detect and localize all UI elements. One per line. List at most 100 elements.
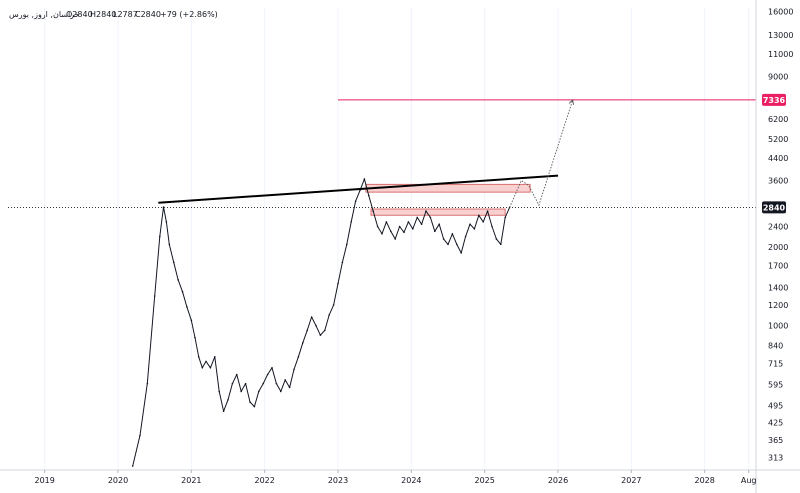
time-tick-label: 2023 <box>328 476 348 485</box>
open-value: O2840 <box>66 10 93 19</box>
price-point <box>244 382 247 385</box>
price-point <box>162 206 165 208</box>
price-point <box>398 225 401 228</box>
price-point <box>253 405 256 408</box>
price-tick-label: 425 <box>768 419 783 428</box>
price-point <box>491 225 493 228</box>
projection-arrowhead <box>568 98 574 105</box>
resistance-zones <box>365 183 531 216</box>
price-point <box>350 221 353 223</box>
price-point <box>222 410 225 413</box>
time-tick-label: 2021 <box>181 476 201 485</box>
price-point <box>280 390 282 393</box>
price-point <box>425 210 427 212</box>
price-point <box>205 360 207 363</box>
price-point <box>240 390 242 393</box>
price-point <box>153 295 156 297</box>
price-tick-label: 595 <box>768 381 783 390</box>
time-tick-label: 2026 <box>548 476 568 485</box>
price-tick-label: 4400 <box>768 154 788 163</box>
price-point <box>429 216 432 219</box>
time-axis[interactable]: 2019 2020 2021 2022 2023 2024 2025 2026 2027 2028… <box>0 469 800 485</box>
price-point <box>407 221 410 223</box>
price-series <box>131 178 511 467</box>
price-point <box>159 235 161 238</box>
price-point <box>271 366 273 369</box>
price-point <box>319 334 322 336</box>
price-point <box>146 382 149 385</box>
price-point <box>190 319 193 321</box>
price-point <box>197 356 200 358</box>
time-tick-label: 2019 <box>34 476 54 485</box>
price-point <box>177 278 179 281</box>
grid <box>44 8 750 470</box>
price-point <box>139 434 141 437</box>
price-point <box>486 210 489 212</box>
price-point <box>390 230 392 233</box>
time-tick-label: 2024 <box>401 476 421 485</box>
price-point <box>181 290 184 293</box>
price-point <box>504 216 507 219</box>
price-point <box>434 230 436 233</box>
time-tick-label: Aug <box>741 476 757 485</box>
resistance-zone <box>370 208 506 216</box>
price-tick-label: 1000 <box>768 322 788 331</box>
price-point <box>456 243 458 246</box>
price-point <box>324 329 326 332</box>
price-point <box>473 228 476 230</box>
price-point <box>201 366 204 369</box>
price-point <box>293 368 295 371</box>
price-tick-label: 2400 <box>768 223 788 232</box>
price-tick-label: 13000 <box>768 31 793 40</box>
price-point <box>385 221 388 223</box>
price-point <box>482 221 485 223</box>
price-point <box>168 243 171 246</box>
price-point <box>478 214 480 217</box>
price-point <box>464 235 467 238</box>
price-tick-label: 6200 <box>768 115 788 124</box>
trendline <box>158 174 559 204</box>
price-point <box>266 373 269 376</box>
price-point <box>231 382 234 385</box>
price-tick-label: 16000 <box>768 7 793 16</box>
price-point <box>332 304 335 306</box>
price-tick-label: 1200 <box>768 301 788 310</box>
price-axis[interactable]: 313 365 425 495 595 715 840 1000 1200 1400 1700 200… <box>755 0 793 493</box>
price-point <box>381 233 383 235</box>
price-point <box>346 243 348 246</box>
price-point <box>354 200 357 203</box>
price-point <box>412 228 414 230</box>
target-price-badge-bg <box>762 93 786 106</box>
time-tick-label: 2025 <box>474 476 494 485</box>
price-point <box>315 324 317 327</box>
high-value: H2840 <box>90 10 116 19</box>
price-tick-label: 9000 <box>768 73 788 82</box>
overlays <box>8 98 756 208</box>
price-point <box>500 243 502 246</box>
time-tick-label: 2020 <box>108 476 128 485</box>
price-point <box>262 382 265 385</box>
price-tick-label: 840 <box>768 341 783 350</box>
price-point <box>214 356 216 358</box>
price-point <box>306 329 309 332</box>
price-tick-label: 3600 <box>768 177 788 186</box>
projection-path <box>509 99 574 208</box>
price-point <box>284 379 287 381</box>
time-tick-label: 2027 <box>621 476 641 485</box>
price-point <box>469 223 471 225</box>
price-tick-label: 495 <box>768 401 783 410</box>
change-value: +79 (+2.86%) <box>160 10 218 19</box>
price-point <box>420 223 423 225</box>
current-price-badge: 2840 <box>763 203 786 212</box>
price-point <box>368 194 370 197</box>
price-tick-label: 1400 <box>768 284 788 293</box>
price-tick-label: 715 <box>768 360 783 369</box>
price-point <box>341 261 344 264</box>
price-point <box>328 314 331 316</box>
price-point <box>165 221 168 223</box>
price-point <box>249 401 251 403</box>
price-point <box>447 243 449 246</box>
resistance-zone <box>365 183 531 193</box>
price-point <box>372 210 375 212</box>
